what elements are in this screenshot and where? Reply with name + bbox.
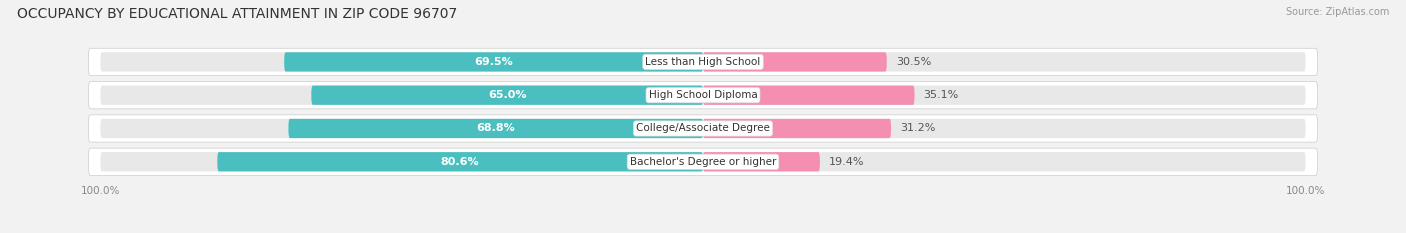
Text: OCCUPANCY BY EDUCATIONAL ATTAINMENT IN ZIP CODE 96707: OCCUPANCY BY EDUCATIONAL ATTAINMENT IN Z…: [17, 7, 457, 21]
FancyBboxPatch shape: [100, 52, 1306, 72]
Text: 35.1%: 35.1%: [924, 90, 959, 100]
Text: 30.5%: 30.5%: [896, 57, 931, 67]
Text: 65.0%: 65.0%: [488, 90, 526, 100]
FancyBboxPatch shape: [218, 152, 703, 171]
FancyBboxPatch shape: [89, 82, 1317, 109]
FancyBboxPatch shape: [703, 119, 891, 138]
FancyBboxPatch shape: [100, 152, 1306, 171]
Text: Less than High School: Less than High School: [645, 57, 761, 67]
Text: 31.2%: 31.2%: [900, 123, 935, 134]
FancyBboxPatch shape: [89, 148, 1317, 175]
Text: 68.8%: 68.8%: [477, 123, 515, 134]
FancyBboxPatch shape: [100, 86, 1306, 105]
Text: College/Associate Degree: College/Associate Degree: [636, 123, 770, 134]
FancyBboxPatch shape: [703, 52, 887, 72]
Text: 80.6%: 80.6%: [441, 157, 479, 167]
FancyBboxPatch shape: [89, 115, 1317, 142]
Text: Source: ZipAtlas.com: Source: ZipAtlas.com: [1285, 7, 1389, 17]
Text: Bachelor's Degree or higher: Bachelor's Degree or higher: [630, 157, 776, 167]
FancyBboxPatch shape: [703, 86, 914, 105]
Text: 19.4%: 19.4%: [830, 157, 865, 167]
FancyBboxPatch shape: [100, 119, 1306, 138]
Text: High School Diploma: High School Diploma: [648, 90, 758, 100]
FancyBboxPatch shape: [288, 119, 703, 138]
FancyBboxPatch shape: [89, 48, 1317, 75]
Text: 69.5%: 69.5%: [474, 57, 513, 67]
FancyBboxPatch shape: [311, 86, 703, 105]
FancyBboxPatch shape: [703, 152, 820, 171]
FancyBboxPatch shape: [284, 52, 703, 72]
